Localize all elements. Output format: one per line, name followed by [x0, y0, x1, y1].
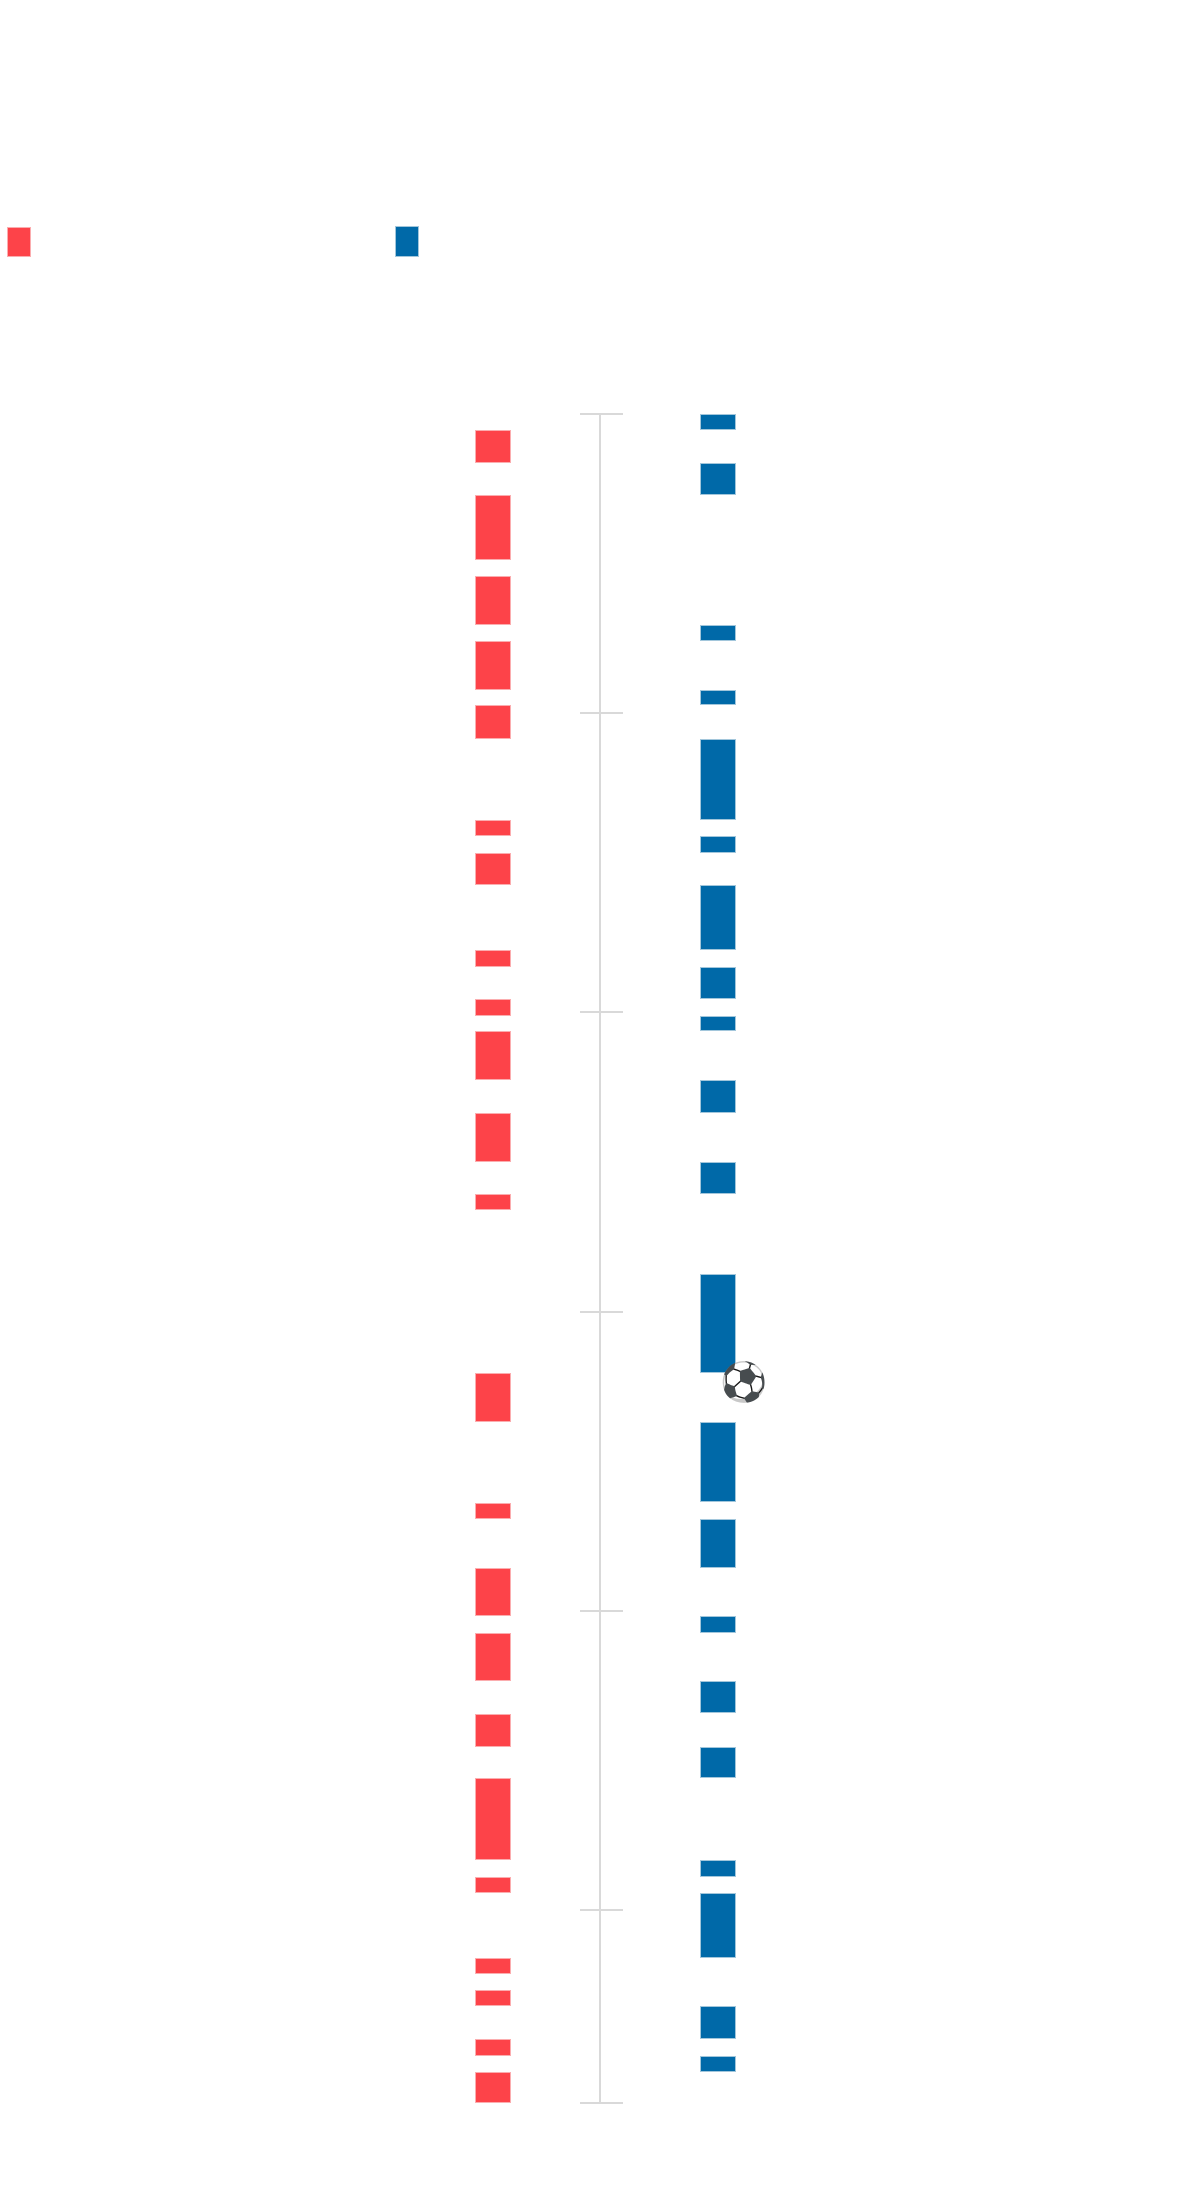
possession-bar-red: [475, 1990, 511, 2006]
possession-bar-red: [475, 999, 511, 1016]
legend-swatch-red-team: [7, 227, 31, 257]
axis-tick: [580, 712, 623, 714]
possession-bar-blue: [700, 2006, 736, 2039]
axis-tick: [580, 1610, 623, 1612]
possession-bar-blue: [700, 414, 736, 430]
possession-bar-red: [475, 705, 511, 739]
possession-bar-blue: [700, 885, 736, 950]
possession-bar-blue: [700, 463, 736, 495]
possession-bar-red: [475, 1877, 511, 1893]
possession-bar-red: [475, 1503, 511, 1519]
possession-bar-blue: [700, 1274, 736, 1373]
legend-swatch-blue-team: [395, 226, 419, 257]
possession-bar-blue: [700, 967, 736, 999]
possession-bar-blue: [700, 1519, 736, 1568]
possession-bar-red: [475, 820, 511, 836]
possession-bar-blue: [700, 739, 736, 820]
possession-bar-blue: [700, 1016, 736, 1031]
possession-bar-red: [475, 853, 511, 885]
axis-tick: [580, 1311, 623, 1313]
time-axis-line: [599, 414, 601, 2103]
axis-tick: [580, 1011, 623, 1013]
possession-bar-red: [475, 1373, 511, 1422]
possession-bar-red: [475, 576, 511, 625]
possession-bar-red: [475, 950, 511, 967]
possession-bar-red: [475, 1958, 511, 1974]
possession-bar-blue: [700, 625, 736, 641]
possession-bar-red: [475, 430, 511, 463]
possession-bar-red: [475, 1113, 511, 1162]
axis-tick: [580, 2102, 623, 2104]
possession-bar-blue: [700, 1747, 736, 1778]
possession-bar-red: [475, 1633, 511, 1681]
possession-bar-red: [475, 1714, 511, 1747]
axis-tick: [580, 1909, 623, 1911]
possession-bar-red: [475, 1568, 511, 1616]
possession-bar-red: [475, 1031, 511, 1080]
possession-bar-red: [475, 1194, 511, 1210]
possession-bar-blue: [700, 1860, 736, 1877]
possession-bar-red: [475, 495, 511, 560]
possession-bar-red: [475, 1778, 511, 1860]
possession-bar-blue: [700, 1422, 736, 1502]
possession-bar-blue: [700, 1616, 736, 1633]
possession-bar-blue: [700, 1893, 736, 1958]
axis-tick: [580, 413, 623, 415]
possession-bar-blue: [700, 836, 736, 853]
possession-bar-blue: [700, 1080, 736, 1113]
possession-bar-red: [475, 2039, 511, 2056]
possession-bar-blue: [700, 1681, 736, 1713]
possession-bar-blue: [700, 1162, 736, 1194]
possession-bar-blue: [700, 2056, 736, 2072]
goal-soccer-ball-icon: ⚽: [720, 1360, 768, 1404]
possession-bar-red: [475, 2072, 511, 2103]
possession-bar-red: [475, 641, 511, 690]
possession-bar-blue: [700, 690, 736, 705]
